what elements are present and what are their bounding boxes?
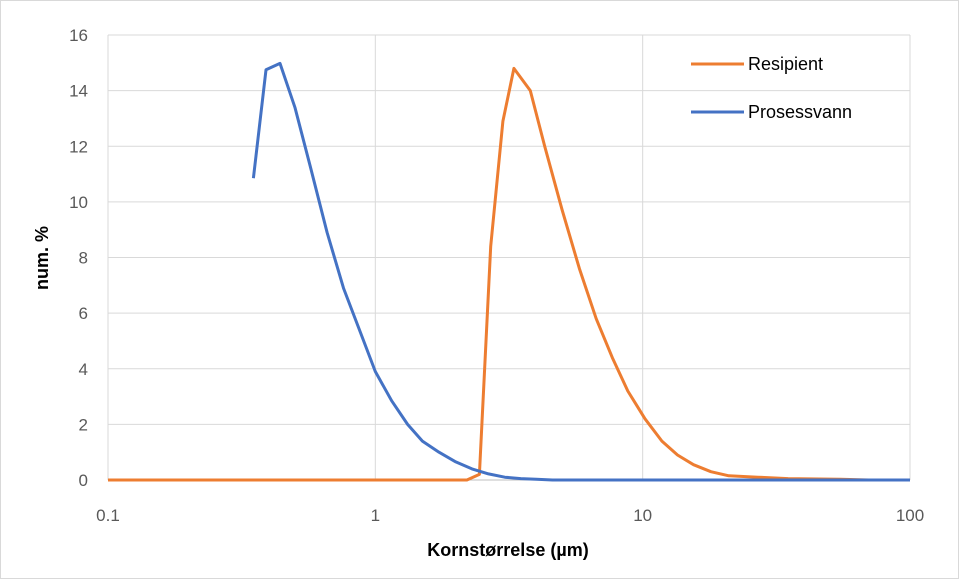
y-tick-label: 6 [79,304,88,323]
y-tick-labels: 0 2 4 6 8 10 12 14 16 [69,26,88,490]
series-line-resipient [108,66,910,482]
y-tick-label: 12 [69,137,88,156]
x-tick-label: 10 [633,506,652,525]
x-tick-label: 100 [896,506,924,525]
x-tick-labels: 0.1 1 10 100 [96,506,924,525]
x-tick-label: 0.1 [96,506,120,525]
x-axis-title: Kornstørrelse (µm) [427,540,588,560]
legend: Resipient Prosessvann [691,54,852,122]
y-axis-title: num. % [32,226,52,290]
y-tick-label: 14 [69,82,88,101]
x-tick-label: 1 [371,506,380,525]
series-line-prosessvann [251,61,910,482]
y-tick-label: 8 [79,249,88,268]
y-tick-label: 4 [79,360,88,379]
y-tick-label: 0 [79,471,88,490]
y-tick-label: 16 [69,26,88,45]
series-lines [108,61,910,482]
legend-label-resipient: Resipient [748,54,823,74]
y-tick-label: 2 [79,415,88,434]
legend-label-prosessvann: Prosessvann [748,102,852,122]
y-tick-label: 10 [69,193,88,212]
